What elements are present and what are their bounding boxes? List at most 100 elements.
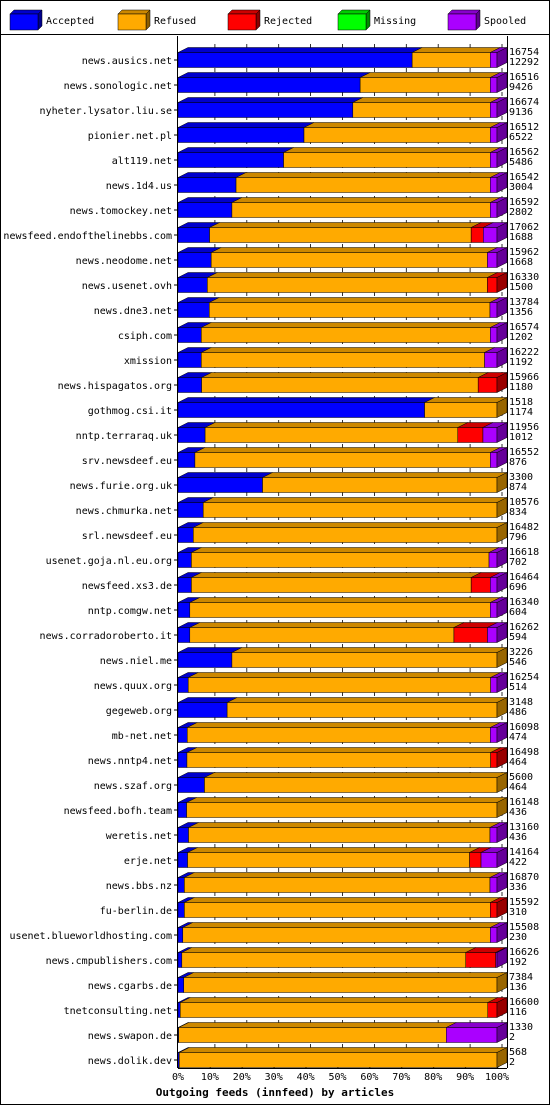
bar-segment — [480, 852, 498, 868]
accepted-label: 474 — [509, 732, 527, 743]
bar-segment — [177, 152, 284, 168]
site-label: csiph.com — [118, 331, 172, 342]
bar-segment — [490, 127, 498, 143]
site-label: erje.net — [124, 856, 172, 867]
legend-swatch — [337, 13, 367, 31]
bar-segment-top — [424, 397, 508, 403]
site-label: news.cmpublishers.com — [46, 956, 172, 967]
x-tick-label: 40% — [297, 1072, 315, 1083]
bar-segment-top — [201, 347, 495, 353]
total-label: 16464 — [509, 572, 539, 583]
bar-segment — [470, 227, 484, 243]
total-label: 16222 — [509, 347, 539, 358]
bar-segment — [177, 827, 189, 843]
accepted-label: 546 — [509, 657, 527, 668]
bar-side — [496, 97, 508, 118]
site-label: alt119.net — [112, 156, 172, 167]
site-label: pionier.net.pl — [88, 131, 172, 142]
accepted-label: 2802 — [509, 207, 533, 218]
bar-segment — [177, 727, 188, 743]
site-label: news.nntp4.net — [88, 756, 172, 767]
total-label: 16498 — [509, 747, 539, 758]
bar-segment — [177, 302, 210, 318]
accepted-label: 310 — [509, 907, 527, 918]
site-label: newsfeed.xs3.de — [82, 581, 172, 592]
bar-segment — [303, 127, 491, 143]
bar-side — [496, 947, 508, 968]
bar-segment — [184, 902, 491, 918]
bar-segment-top — [178, 1022, 457, 1028]
bar-segment — [186, 752, 491, 768]
bar-segment — [177, 677, 189, 693]
bar-segment — [177, 902, 185, 918]
total-label: 16340 — [509, 597, 539, 608]
bar-segment — [182, 927, 491, 943]
bar-side — [496, 122, 508, 143]
site-label: usenet.goja.nl.eu.org — [46, 556, 172, 567]
bar-segment — [487, 277, 498, 293]
legend-swatch-top — [227, 9, 261, 15]
total-label: 16626 — [509, 947, 539, 958]
total-label: 16552 — [509, 447, 539, 458]
bar-side — [496, 897, 508, 918]
bar-segment-top — [235, 172, 501, 178]
bar-segment — [490, 727, 498, 743]
bar-segment — [181, 952, 466, 968]
accepted-label: 696 — [509, 582, 527, 593]
bar-segment-top — [177, 397, 435, 403]
total-label: 16574 — [509, 322, 539, 333]
accepted-label: 6522 — [509, 132, 533, 143]
total-label: 7384 — [509, 972, 533, 983]
bar-side — [496, 197, 508, 218]
bar-segment — [283, 152, 491, 168]
x-tick-label: 80% — [424, 1072, 442, 1083]
bar-segment-top — [209, 297, 501, 303]
bar-side — [496, 1022, 508, 1043]
bar-side — [496, 172, 508, 193]
accepted-label: 874 — [509, 482, 527, 493]
total-label: 15508 — [509, 922, 539, 933]
bar-segment — [189, 602, 491, 618]
bar-segment — [487, 252, 498, 268]
bar-segment — [477, 377, 498, 393]
total-label: 16542 — [509, 172, 539, 183]
total-label: 16562 — [509, 147, 539, 158]
site-label: gegeweb.org — [106, 706, 172, 717]
bar-segment — [191, 552, 490, 568]
accepted-label: 9426 — [509, 82, 533, 93]
accepted-label: 230 — [509, 932, 527, 943]
bar-segment-top — [177, 197, 243, 203]
x-tick-label: 20% — [233, 1072, 251, 1083]
bar-segment — [262, 477, 498, 493]
total-label: 16516 — [509, 72, 539, 83]
site-label: news.furie.org.uk — [70, 481, 172, 492]
bar-segment — [177, 602, 191, 618]
bar-side — [496, 522, 508, 543]
accepted-label: 1192 — [509, 357, 533, 368]
accepted-label: 422 — [509, 857, 527, 868]
bar-segment — [453, 627, 488, 643]
bar-segment-top — [231, 647, 508, 653]
accepted-label: 1668 — [509, 257, 533, 268]
bar-segment — [177, 552, 192, 568]
bar-segment — [490, 177, 498, 193]
accepted-label: 464 — [509, 757, 527, 768]
x-tick-label: 30% — [265, 1072, 283, 1083]
bar-segment — [179, 1052, 498, 1068]
legend-swatch — [227, 13, 257, 31]
accepted-label: 1180 — [509, 382, 533, 393]
x-tick-label: 70% — [392, 1072, 410, 1083]
bar-segment — [177, 777, 205, 793]
bar-segment — [488, 552, 498, 568]
bar-side — [496, 147, 508, 168]
accepted-label: 1356 — [509, 307, 533, 318]
bar-segment — [184, 877, 491, 893]
bar-segment — [177, 252, 212, 268]
total-label: 10576 — [509, 497, 539, 508]
bar-segment-top — [183, 972, 508, 978]
legend-label: Missing — [374, 16, 416, 27]
bar-segment-top — [182, 922, 501, 928]
site-label: news.swapon.de — [88, 1031, 172, 1042]
bar-side — [496, 247, 508, 268]
